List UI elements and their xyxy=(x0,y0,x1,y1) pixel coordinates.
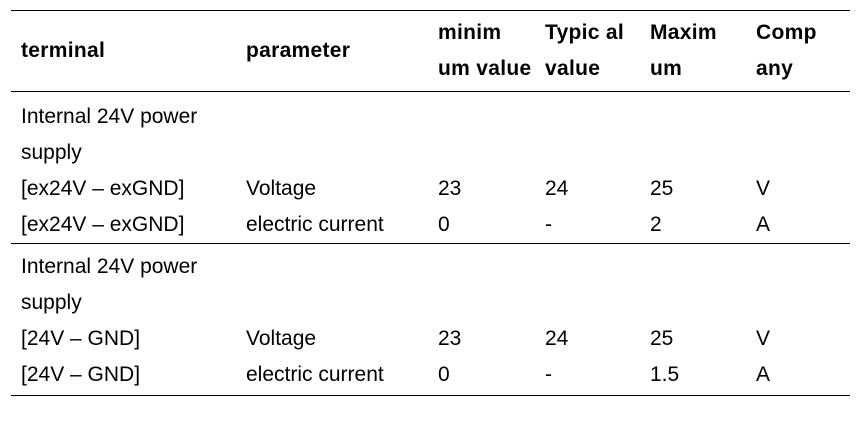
header-minimum: minim um value xyxy=(438,21,532,80)
group-title: Internal 24V power supply xyxy=(21,255,198,314)
cell-minimum: 0 xyxy=(438,363,450,386)
cell-minimum: 0 xyxy=(438,213,450,236)
table-row: [24V – GND] electric current 0 - 1.5 A xyxy=(11,357,850,396)
cell-terminal: [24V – GND] xyxy=(21,327,141,350)
cell-unit: V xyxy=(756,327,771,350)
cell-parameter: Voltage xyxy=(246,327,317,350)
cell-parameter: Voltage xyxy=(246,177,317,200)
header-typical: Typic al value xyxy=(545,21,625,80)
cell-maximum: 2 xyxy=(650,213,662,236)
table-row: [ex24V – exGND] electric current 0 - 2 A xyxy=(11,207,850,244)
table-group: Internal 24V power supply [24V – GND] Vo… xyxy=(11,243,850,396)
cell-maximum: 25 xyxy=(650,177,674,200)
header-company: Comp any xyxy=(756,21,817,80)
cell-terminal: [ex24V – exGND] xyxy=(21,213,185,236)
cell-unit: A xyxy=(756,213,771,236)
table-group: Internal 24V power supply [ex24V – exGND… xyxy=(11,92,850,244)
table-header: terminal parameter minim um value Typic … xyxy=(11,10,850,92)
header-row: terminal parameter minim um value Typic … xyxy=(11,10,850,92)
cell-typical: 24 xyxy=(545,327,569,350)
header-maximum: Maxim um xyxy=(650,21,717,80)
group-title-row: Internal 24V power supply xyxy=(11,244,850,322)
header-terminal: terminal xyxy=(21,39,106,62)
cell-terminal: [ex24V – exGND] xyxy=(21,177,185,200)
cell-maximum: 1.5 xyxy=(650,363,680,386)
cell-parameter: electric current xyxy=(246,213,384,236)
table-row: [24V – GND] Voltage 23 24 25 V xyxy=(11,321,850,357)
cell-typical: - xyxy=(545,213,552,236)
cell-typical: - xyxy=(545,363,552,386)
cell-unit: A xyxy=(756,363,771,386)
cell-minimum: 23 xyxy=(438,327,462,350)
table-row: [ex24V – exGND] Voltage 23 24 25 V xyxy=(11,171,850,207)
group-title: Internal 24V power supply xyxy=(21,105,198,164)
cell-maximum: 25 xyxy=(650,327,674,350)
header-parameter: parameter xyxy=(246,39,351,62)
cell-terminal: [24V – GND] xyxy=(21,363,141,386)
cell-parameter: electric current xyxy=(246,363,384,386)
cell-minimum: 23 xyxy=(438,177,462,200)
spec-table: terminal parameter minim um value Typic … xyxy=(11,10,850,396)
cell-typical: 24 xyxy=(545,177,569,200)
cell-unit: V xyxy=(756,177,771,200)
group-title-row: Internal 24V power supply xyxy=(11,92,850,172)
